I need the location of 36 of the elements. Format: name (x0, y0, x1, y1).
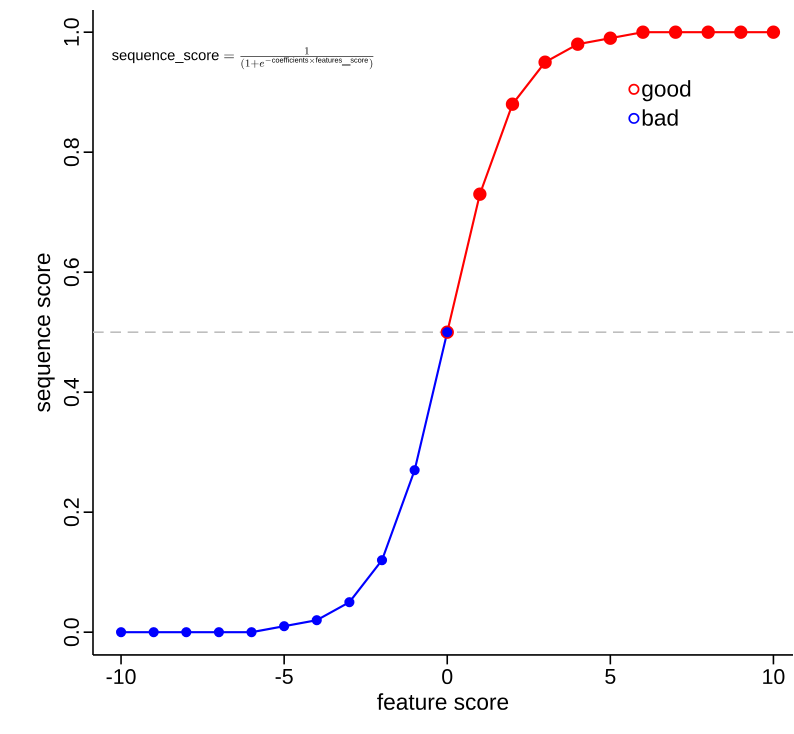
annotation: $\mathrm{sequence\_score} = \frac{1}{(1+e^{-\mathrm{coefficients}\times\mathrm{features\_score}})}$ (112, 47, 374, 70)
point (148, 627, 159, 638)
x-tick-label: -5 (276, 669, 293, 684)
point (506, 98, 520, 111)
point (116, 627, 126, 638)
point (571, 38, 584, 51)
y-tick-label: 0.6 (64, 258, 79, 286)
point (702, 26, 715, 39)
x-tick-label: 10 (763, 669, 784, 684)
point (734, 26, 748, 39)
y-axis-title: sequence score (38, 254, 55, 412)
point (279, 621, 290, 632)
point (668, 26, 682, 39)
x-axis-title: feature score (377, 693, 508, 710)
x-tick-label: -10 (106, 669, 136, 684)
point (538, 56, 552, 69)
x-tick-label: 0 (442, 669, 452, 684)
y-tick-label: 0.4 (64, 378, 79, 406)
point (410, 465, 420, 476)
y-tick-label: 0.0 (64, 618, 79, 646)
point (473, 188, 487, 201)
point (246, 627, 257, 638)
point (312, 615, 322, 626)
y-tick-label: 0.8 (64, 138, 79, 166)
point (214, 627, 224, 638)
point (376, 555, 388, 566)
x-tick-label: 5 (605, 669, 616, 684)
legend-label: bad (642, 109, 678, 126)
legend-label: good (642, 80, 690, 102)
y-tick-label: 0.2 (64, 498, 79, 526)
point (604, 32, 618, 45)
y-tick-label: 1.0 (64, 18, 79, 46)
point (344, 597, 354, 608)
point (766, 26, 780, 39)
point (181, 627, 192, 638)
point (636, 26, 650, 39)
